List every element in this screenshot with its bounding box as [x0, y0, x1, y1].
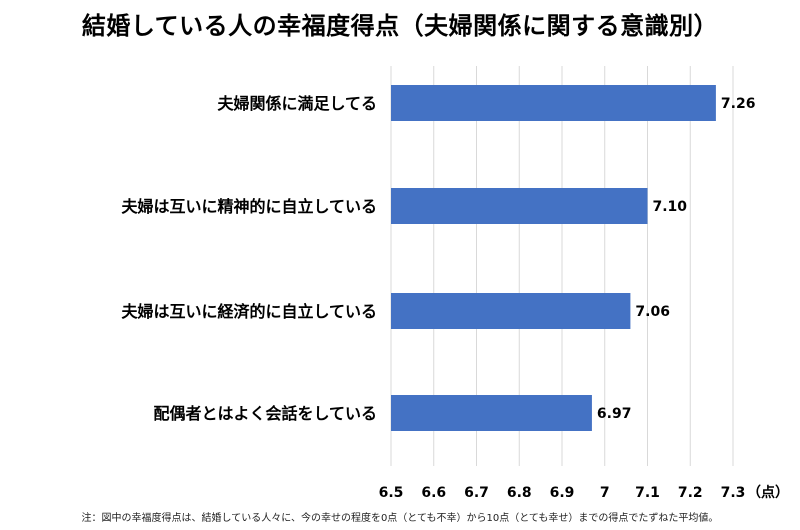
bar: [391, 293, 631, 329]
data-label: 7.10: [653, 199, 688, 215]
labels: 6.5 6.6 6.7 6.8 6.9 7 7.1 7.2 7.3 （点）7.26夫婦関係に満足し…: [121, 94, 789, 501]
data-label: 7.26: [721, 96, 756, 112]
x-tick-label: 6.9: [550, 485, 575, 501]
bar: [391, 188, 648, 224]
category-label: 夫婦は互いに精神的に自立している: [121, 197, 377, 216]
x-tick-label: 6.7: [464, 485, 489, 501]
bars: [391, 85, 716, 431]
footnote: 注：図中の幸福度得点は、結婚している人々に、今の幸せの程度を0点（とても不幸）か…: [81, 513, 719, 524]
x-tick-label: 7.3: [721, 485, 746, 501]
category-label: 夫婦は互いに経済的に自立している: [121, 302, 377, 321]
x-tick-label: 6.8: [507, 485, 532, 501]
x-tick-label: 7: [600, 485, 610, 501]
data-label: 6.97: [597, 406, 632, 422]
x-unit-label: （点）: [747, 484, 789, 501]
x-tick-label: 6.5: [379, 485, 404, 501]
x-tick-label: 6.6: [421, 485, 446, 501]
category-label: 夫婦関係に満足してる: [217, 94, 377, 113]
x-tick-label: 7.2: [678, 485, 703, 501]
x-tick-label: 7.1: [635, 485, 660, 501]
category-label: 配偶者とはよく会話をしている: [153, 404, 377, 423]
gridlines: [390, 66, 734, 466]
bar: [391, 85, 716, 121]
bar: [391, 395, 592, 431]
data-label: 7.06: [635, 304, 670, 320]
chart-title: 結婚している人の幸福度得点（夫婦関係に関する意識別）: [81, 12, 719, 40]
